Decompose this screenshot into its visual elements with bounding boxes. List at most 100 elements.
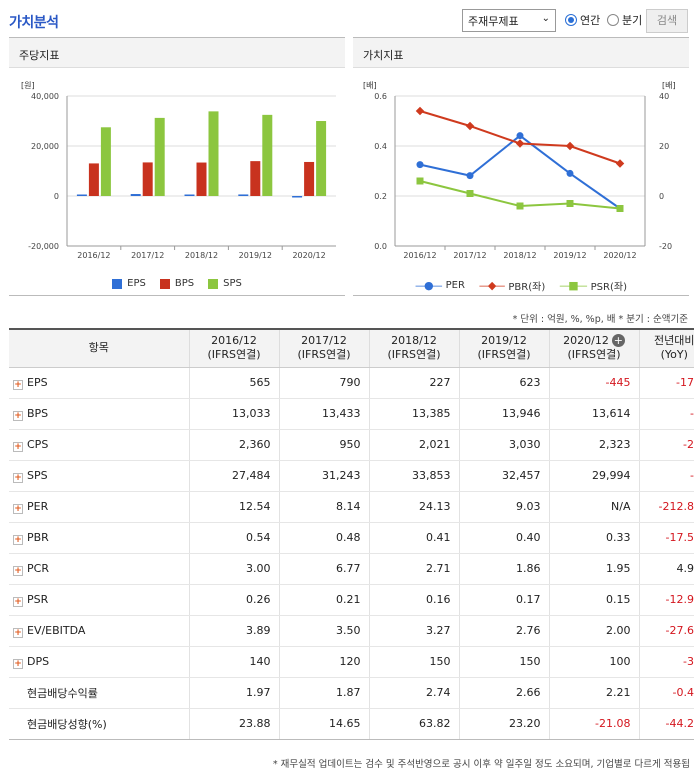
row-label[interactable]: + DPS <box>9 646 189 678</box>
point-pbr <box>415 106 425 116</box>
expand-row-icon[interactable]: + <box>13 379 23 390</box>
valuation-chart: [배] [배] 0.6 0.4 0.2 0.0 40 20 0 -20 2016/12 2017/12… <box>363 81 676 260</box>
row-label[interactable]: + BPS <box>9 398 189 430</box>
value-cell: 3.27 <box>368 615 459 647</box>
footnote: * 재무실적 업데이트는 검수 및 주석반영으로 공시 이후 약 일주일 정도 … <box>272 759 690 770</box>
value-cell: 3,030 <box>458 429 549 461</box>
col-header: 2017/12 (IFRS연결) <box>278 329 369 368</box>
point-per <box>466 172 474 180</box>
bar-eps <box>130 194 141 196</box>
chevron-down-icon: ⌄ <box>541 13 550 24</box>
value-cell: 0.17 <box>458 584 549 616</box>
bar-sps <box>100 127 111 196</box>
expand-row-icon[interactable]: + <box>13 658 23 669</box>
radio-annual[interactable]: 연간 <box>565 12 600 28</box>
expand-row-icon[interactable]: + <box>13 410 23 421</box>
value-cell: 13,614 <box>548 398 639 430</box>
legend-marker: —◆— <box>478 279 506 292</box>
expand-row-icon[interactable]: + <box>13 472 23 483</box>
per-share-panel-title: 주당지표 <box>9 38 345 68</box>
valuation-panel-title: 가치지표 <box>353 38 689 68</box>
value-cell: -445 <box>548 367 639 399</box>
page-title: 가치분석 <box>9 15 59 31</box>
row-label[interactable]: + EPS <box>9 367 189 399</box>
x-tick-label: 2020/12 <box>603 251 636 260</box>
expand-row-icon[interactable]: + <box>13 503 23 514</box>
col-header-item: 항목 <box>9 329 189 368</box>
yoy-cell: -23 <box>638 429 694 461</box>
value-cell: 2.76 <box>458 615 549 647</box>
search-button[interactable]: 검색 <box>646 9 688 33</box>
legend-item-pbr[interactable]: —◆— PBR(좌) <box>479 278 545 293</box>
row-label[interactable]: + EV/EBITDA <box>9 615 189 647</box>
expand-row-icon[interactable]: + <box>13 596 23 607</box>
legend-item-per[interactable]: —●— PER <box>415 278 465 293</box>
yoy-cell: -33 <box>638 646 694 678</box>
bar-bps <box>196 162 207 196</box>
y-tick-label: 0 <box>54 192 59 201</box>
x-tick-label: 2017/12 <box>453 251 486 260</box>
value-cell: 24.13 <box>368 491 459 523</box>
row-label: 현금배당성향(%) <box>9 708 189 740</box>
radio-quarter-label: 분기 <box>622 14 643 27</box>
col-header: 전년대비 (YoY) <box>638 329 694 368</box>
legend-item-bps[interactable]: BPS <box>159 278 194 289</box>
row-label[interactable]: + SPS <box>9 460 189 492</box>
value-cell: 950 <box>278 429 369 461</box>
yoy-cell: -12.93 <box>638 584 694 616</box>
value-cell: 13,385 <box>368 398 459 430</box>
per-share-panel: 주당지표 [원] 40,000 20,000 0 -20,000 2016/12 2017/… <box>9 37 345 296</box>
x-tick-label: 2016/12 <box>77 251 110 260</box>
radio-quarter[interactable]: 분기 <box>607 12 642 28</box>
report-type-select[interactable]: 주재무제표 ⌄ <box>462 9 556 32</box>
expand-row-icon[interactable]: + <box>13 441 23 452</box>
value-cell: 31,243 <box>278 460 369 492</box>
valuation-panel: 가치지표 [배] [배] 0.6 0.4 0.2 0.0 40 20 0 -20 2016/12 20… <box>353 37 689 296</box>
value-cell: 1.97 <box>188 677 279 709</box>
row-label[interactable]: + PSR <box>9 584 189 616</box>
col-header: 2020/12 + (IFRS연결) <box>548 329 639 368</box>
x-tick-label: 2018/12 <box>503 251 536 260</box>
row-label[interactable]: + PER <box>9 491 189 523</box>
bar-sps <box>154 117 165 196</box>
value-cell: N/A <box>548 491 639 523</box>
value-cell: 2.66 <box>458 677 549 709</box>
value-cell: 13,946 <box>458 398 549 430</box>
value-cell: 0.21 <box>278 584 369 616</box>
value-cell: 623 <box>458 367 549 399</box>
expand-row-icon[interactable]: + <box>13 627 23 638</box>
yoy-cell: -0.46 <box>638 677 694 709</box>
point-psr <box>566 200 574 207</box>
col-header: 2016/12 (IFRS연결) <box>188 329 279 368</box>
legend-marker: —●— <box>415 279 443 292</box>
legend-item-psr[interactable]: —■— PSR(좌) <box>559 278 627 293</box>
value-cell: 1.87 <box>278 677 369 709</box>
row-label[interactable]: + CPS <box>9 429 189 461</box>
col-header: 2018/12 (IFRS연결) <box>368 329 459 368</box>
yoy-cell: -212.81 <box>638 491 694 523</box>
x-tick-label: 2018/12 <box>185 251 218 260</box>
value-cell: 2.00 <box>548 615 639 647</box>
yoy-cell: -8 <box>638 460 694 492</box>
point-psr <box>516 202 524 210</box>
value-cell: 0.16 <box>368 584 459 616</box>
legend-label: EPS <box>127 278 146 289</box>
value-cell: 2,360 <box>188 429 279 461</box>
yoy-cell: -44.28 <box>638 708 694 740</box>
row-label[interactable]: + PCR <box>9 553 189 585</box>
expand-row-icon[interactable]: + <box>13 534 23 545</box>
legend-item-sps[interactable]: SPS <box>208 278 242 289</box>
expand-period-icon[interactable]: + <box>611 334 625 348</box>
legend-item-eps[interactable]: EPS <box>112 278 146 289</box>
expand-row-icon[interactable]: + <box>13 565 23 576</box>
value-cell: 23.20 <box>458 708 549 740</box>
value-cell: 227 <box>368 367 459 399</box>
row-label[interactable]: + PBR <box>9 522 189 554</box>
value-cell: 3.89 <box>188 615 279 647</box>
legend-marker: —■— <box>559 279 587 292</box>
value-cell: 8.14 <box>278 491 369 523</box>
